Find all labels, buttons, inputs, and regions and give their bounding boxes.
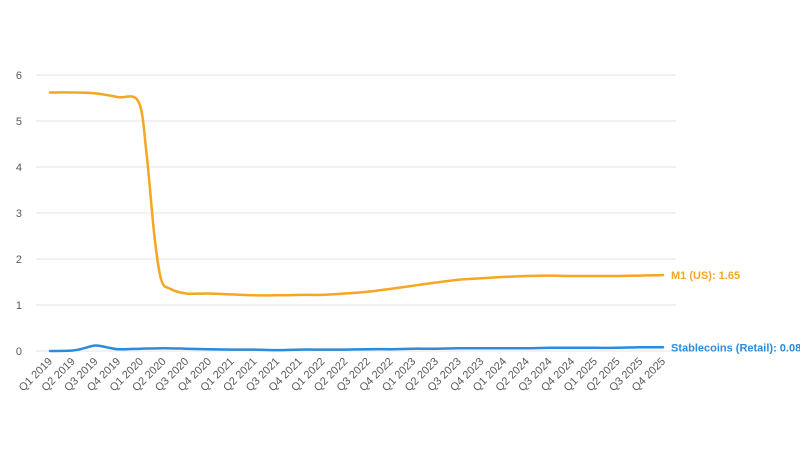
series-line-stablecoins-retail <box>48 344 665 353</box>
y-tick-label: 0 <box>16 346 22 358</box>
y-tick-label: 2 <box>16 254 22 266</box>
y-tick-label: 6 <box>16 70 22 82</box>
series-end-label-stablecoins-retail: Stablecoins (Retail): 0.08 <box>671 342 800 354</box>
y-tick-label: 4 <box>16 162 22 174</box>
y-tick-label: 3 <box>16 208 22 220</box>
series-line-m1-us <box>48 91 665 297</box>
y-axis-tick-labels: 0 1 2 3 4 5 6 <box>16 70 22 358</box>
y-tick-label: 1 <box>16 300 22 312</box>
y-tick-label: 5 <box>16 116 22 128</box>
series-end-label-m1-us: M1 (US): 1.65 <box>671 270 740 282</box>
series-lines <box>48 91 665 353</box>
grid-lines <box>36 74 676 352</box>
series-end-labels: M1 (US): 1.65 Stablecoins (Retail): 0.08 <box>671 270 800 354</box>
